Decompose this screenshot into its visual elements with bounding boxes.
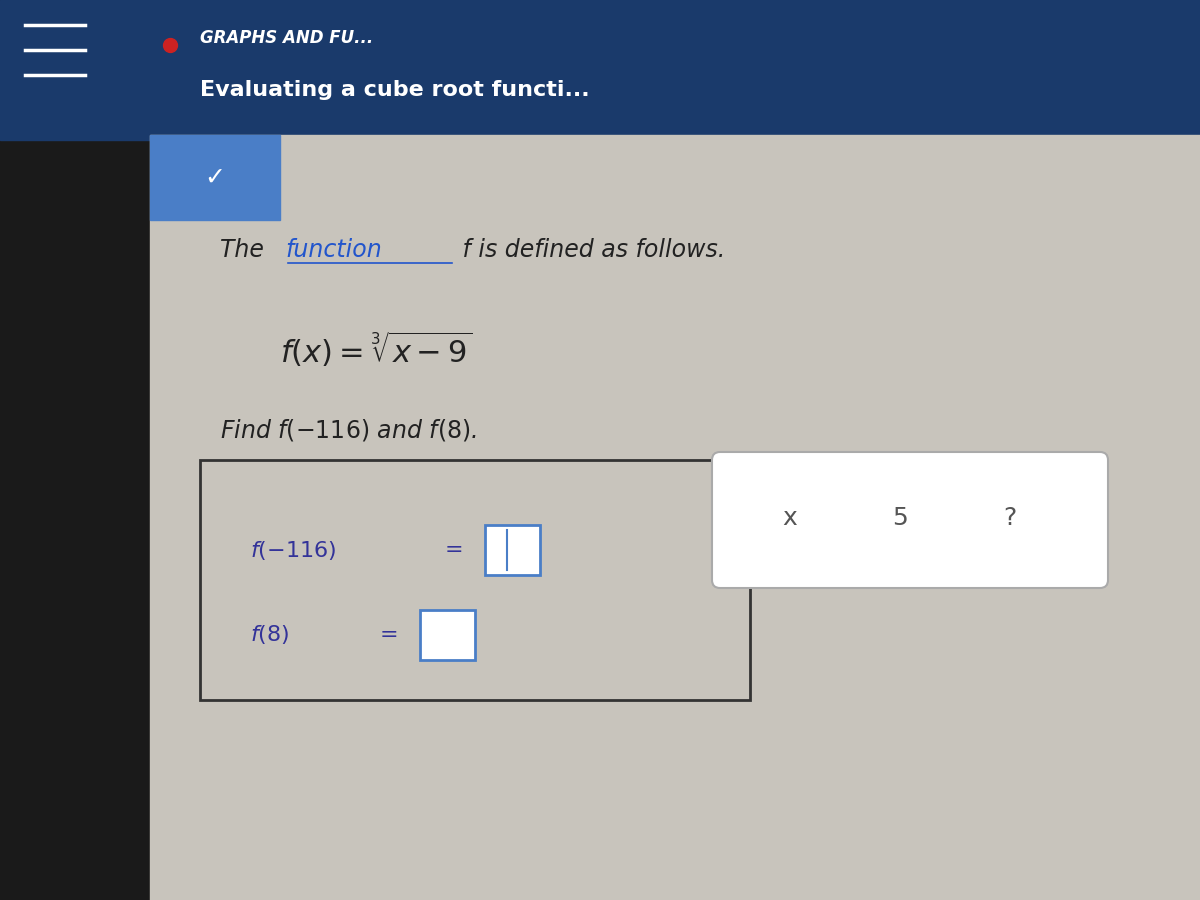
FancyBboxPatch shape — [200, 460, 750, 700]
Bar — [0, 0, 150, 900]
Bar — [150, 135, 280, 220]
Text: $f(x) = \sqrt[3]{x-9}$: $f(x) = \sqrt[3]{x-9}$ — [280, 330, 473, 370]
Text: =: = — [445, 540, 463, 560]
Text: GRAPHS AND FU...: GRAPHS AND FU... — [200, 29, 373, 47]
Text: Evaluating a cube root functi...: Evaluating a cube root functi... — [200, 80, 589, 100]
Text: The: The — [220, 238, 271, 262]
Text: function: function — [286, 238, 382, 262]
FancyBboxPatch shape — [420, 610, 475, 660]
Text: f is defined as follows.: f is defined as follows. — [455, 238, 725, 262]
Text: ✓: ✓ — [204, 166, 226, 190]
Text: $f(8)$: $f(8)$ — [250, 624, 289, 646]
Text: x: x — [782, 506, 797, 530]
Bar — [150, 135, 1200, 900]
Text: =: = — [380, 625, 398, 645]
Text: Find $f(-116)$ and $f(8)$.: Find $f(-116)$ and $f(8)$. — [220, 417, 476, 443]
FancyBboxPatch shape — [485, 525, 540, 575]
FancyBboxPatch shape — [712, 452, 1108, 588]
Bar — [0, 0, 1200, 140]
Text: 5: 5 — [892, 506, 908, 530]
Text: $f(-116)$: $f(-116)$ — [250, 538, 336, 562]
Text: ?: ? — [1003, 506, 1016, 530]
